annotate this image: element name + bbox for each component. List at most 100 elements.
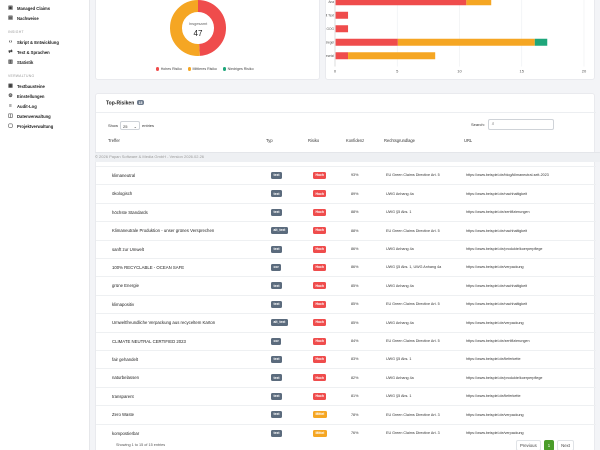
cell-url[interactable]: https://www.beispiel.de/blog/klimaneutra… bbox=[466, 173, 549, 178]
cell-confidence: 86% bbox=[351, 246, 359, 251]
cell-legal-basis: EU Green Claims Directive Art. 3 bbox=[386, 430, 440, 435]
table-row[interactable]: klimaneutral text Hoch 93% EU Green Claims D… bbox=[96, 166, 596, 184]
y-tick-label: Gesetzl bbox=[326, 54, 334, 58]
page-length-select[interactable]: 25 ⌄ bbox=[120, 121, 141, 130]
table-row[interactable]: fair gehandelt text Hoch 83% UWG §5 Abs. 1 ht… bbox=[96, 350, 596, 368]
legend-swatch bbox=[156, 67, 160, 71]
search-label: Search: bbox=[471, 122, 485, 127]
cell-legal-basis: UWG Anhang 4a bbox=[386, 246, 414, 251]
column-header-rechtsgrundlage[interactable]: Rechtsgrundlage bbox=[384, 138, 415, 143]
type-badge: ocr bbox=[271, 264, 282, 271]
cell-url[interactable]: https://www.beispiel.de/nachhaltigkeit bbox=[466, 283, 528, 288]
risk-badge: Hoch bbox=[313, 245, 327, 253]
table-row[interactable]: transparent text Hoch 81% UWG §5 Abs. 1 https… bbox=[96, 386, 596, 405]
bar-siegel-niedriges-risiko[interactable] bbox=[534, 38, 548, 46]
bar-siegel-mittleres-risiko[interactable] bbox=[397, 38, 535, 46]
column-header-risiko[interactable]: Risiko bbox=[308, 138, 320, 143]
donut-slice-hohes-risiko[interactable] bbox=[197, 0, 226, 56]
sidebar-item-nachweise[interactable]: ▤ Nachweise bbox=[8, 14, 39, 23]
cell-url[interactable]: https://www.beispiel.de/lieferkette bbox=[466, 357, 521, 362]
cell-url[interactable]: https://www.beispiel.de/zertifizierungen bbox=[466, 210, 530, 215]
legend-item-niedriges-risiko[interactable]: Niedriges Risiko bbox=[222, 67, 254, 71]
top-risks-card: Top-Risiken 15 Show 25 ⌄ entries Search:… bbox=[95, 93, 596, 450]
sidebar-item-projektverwaltung[interactable]: ▢ Projektverwaltung bbox=[8, 122, 53, 131]
table-row[interactable]: klimapositiv text Hoch 85% EU Green Claims D… bbox=[96, 294, 596, 313]
table-row[interactable]: Umweltfreundliche Verpackung aus recycel… bbox=[96, 313, 596, 331]
cell-url[interactable]: https://www.beispiel.de/produkte/koerper… bbox=[466, 246, 543, 251]
cell-url[interactable]: https://www.beispiel.de/verpackung bbox=[466, 430, 524, 435]
risk-badge: Hoch bbox=[313, 264, 327, 271]
sidebar-item-audit-log[interactable]: ≡ Audit-Log bbox=[8, 102, 37, 111]
risk-badge: Hoch bbox=[313, 227, 327, 235]
cell-confidence: 85% bbox=[351, 283, 359, 288]
cell-url[interactable]: https://www.beispiel.de/produkte/koerper… bbox=[466, 375, 543, 380]
table-row[interactable]: Zero Waste text Mittel 78% EU Green Claims D… bbox=[96, 405, 596, 423]
cell-url[interactable]: https://www.beispiel.de/lieferkette bbox=[466, 394, 521, 399]
sidebar-item-label: Textbausteine bbox=[17, 84, 45, 89]
y-tick-label: Siegel bbox=[326, 41, 334, 45]
bar-gesetzl-hohes-risiko[interactable] bbox=[335, 52, 349, 60]
bar-gesetzl-mittleres-risiko[interactable] bbox=[348, 52, 436, 60]
sidebar-item-text-sprachen[interactable]: ⇄ Text & Sprachen bbox=[8, 48, 49, 57]
table-row[interactable]: naturbelassen text Hoch 82% UWG Anhang 4a htt… bbox=[96, 368, 596, 386]
sidebar-item-label: Statistik bbox=[17, 60, 34, 65]
table-row[interactable]: CLIMATE NEUTRAL CERTIFIED 2023 ocr Hoch 84%… bbox=[96, 331, 596, 350]
sidebar-section-insight: INSIGHT bbox=[8, 30, 24, 34]
type-badge: text bbox=[271, 172, 283, 179]
risk-badge: Mittel bbox=[313, 411, 327, 419]
risk-badge: Hoch bbox=[313, 319, 327, 327]
cell-url[interactable]: https://www.beispiel.de/verpackung bbox=[466, 320, 524, 325]
donut-slice-mittleres-risiko[interactable] bbox=[170, 0, 200, 56]
column-header-url[interactable]: URL bbox=[464, 138, 473, 143]
table-row[interactable]: sanft zur Umwelt text Hoch 86% UWG Anhang 4a… bbox=[96, 239, 596, 258]
pagination: Previous 1 Next bbox=[516, 440, 574, 450]
x-tick-label: 20 bbox=[582, 69, 587, 74]
table-row[interactable]: grüne Energie text Hoch 85% UWG Anhang 4a htt… bbox=[96, 276, 596, 294]
column-header-treffer[interactable]: Treffer bbox=[108, 138, 120, 143]
sidebar-item-skript-entwicklung[interactable]: ‹› Skript & Entwicklung bbox=[8, 38, 59, 47]
sidebar-item-einstellungen[interactable]: ⚙ Einstellungen bbox=[8, 92, 44, 101]
sidebar-item-managed-claims[interactable]: ▣ Managed Claims bbox=[8, 4, 50, 13]
bar-gog-hohes-risiko[interactable] bbox=[335, 25, 349, 33]
risk-badge: Hoch bbox=[313, 208, 327, 216]
risk-badge: Hoch bbox=[313, 392, 327, 400]
type-badge: text bbox=[271, 392, 283, 400]
legend-item-mittleres-risiko[interactable]: Mittleres Risiko bbox=[187, 67, 217, 71]
cell-url[interactable]: https://www.beispiel.de/verpackung bbox=[466, 265, 524, 270]
table-row[interactable]: 100% RECYCLABLE - OCEAN SAFE ocr Hoch 86% UW… bbox=[96, 258, 596, 276]
column-header-typ[interactable]: Typ bbox=[266, 138, 273, 143]
copyright: © 2026 Papan Software & Media GmbH - Ver… bbox=[95, 154, 205, 159]
cell-term: CLIMATE NEUTRAL CERTIFIED 2023 bbox=[112, 338, 186, 344]
cell-url[interactable]: https://www.beispiel.de/zertifizierungen bbox=[466, 338, 530, 343]
show-label: Show bbox=[108, 123, 119, 128]
table-row[interactable]: ökologisch text Hoch 89% UWG Anhang 4a https:… bbox=[96, 184, 596, 202]
cell-confidence: 88% bbox=[351, 228, 359, 233]
table-row[interactable]: kompostierbar text Mittel 76% EU Green Claim… bbox=[96, 423, 596, 442]
cell-url[interactable]: https://www.beispiel.de/nachhaltigkeit bbox=[466, 228, 528, 233]
cell-legal-basis: EU Green Claims Directive Art. 5 bbox=[386, 302, 440, 307]
legend-item-hohes-risiko[interactable]: Hohes Risiko bbox=[156, 67, 182, 71]
type-badge: text bbox=[271, 208, 283, 216]
x-tick-label: 5 bbox=[396, 69, 399, 74]
sidebar-item-statistik[interactable]: ▥ Statistik bbox=[8, 58, 33, 67]
table-row[interactable]: Klimaneutrale Produktion - unser grünes … bbox=[96, 221, 596, 239]
sidebar-item-datenverwaltung[interactable]: ◫ Datenverwaltung bbox=[8, 112, 51, 121]
sidebar-item-textbausteine[interactable]: ▦ Textbausteine bbox=[8, 82, 45, 91]
bar-alt-text-hohes-risiko[interactable] bbox=[335, 11, 349, 19]
cell-url[interactable]: https://www.beispiel.de/verpackung bbox=[466, 412, 524, 417]
bar-ana-mittleres-risiko[interactable] bbox=[466, 0, 492, 6]
bar-ana-hohes-risiko[interactable] bbox=[335, 0, 467, 6]
column-header-konfidenz[interactable]: Konfidenz bbox=[346, 138, 365, 143]
search-input[interactable]: ⌕ bbox=[487, 119, 554, 130]
cell-url[interactable]: https://www.beispiel.de/nachhaltigkeit bbox=[466, 302, 528, 307]
type-badge: ocr bbox=[271, 337, 282, 345]
bar-siegel-hohes-risiko[interactable] bbox=[335, 38, 398, 46]
pagination-previous[interactable]: Previous bbox=[516, 440, 541, 450]
top-risks-count-badge: 15 bbox=[136, 100, 145, 106]
pagination-next[interactable]: Next bbox=[557, 440, 574, 450]
cell-url[interactable]: https://www.beispiel.de/nachhaltigkeit bbox=[466, 191, 528, 196]
table-row[interactable]: höchste Standards text Hoch 88% UWG §5 Abs. … bbox=[96, 202, 596, 221]
pagination-page-1[interactable]: 1 bbox=[543, 440, 555, 450]
type-badge: alt_text bbox=[271, 227, 288, 235]
cell-term: ökologisch bbox=[112, 191, 133, 197]
